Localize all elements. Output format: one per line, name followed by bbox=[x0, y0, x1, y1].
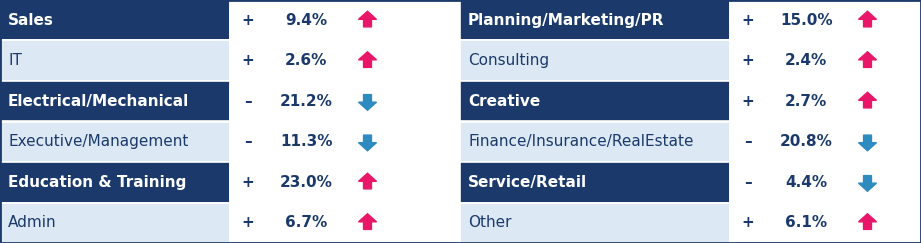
Bar bbox=[730, 202, 895, 243]
Polygon shape bbox=[358, 135, 377, 151]
Bar bbox=[0, 81, 230, 122]
Text: 4.4%: 4.4% bbox=[786, 175, 827, 190]
Bar bbox=[230, 0, 395, 41]
Polygon shape bbox=[358, 214, 377, 229]
Bar bbox=[230, 162, 395, 202]
Text: +: + bbox=[741, 94, 754, 109]
Text: Finance/Insurance/RealEstate: Finance/Insurance/RealEstate bbox=[468, 134, 694, 149]
Bar bbox=[460, 202, 730, 243]
Bar bbox=[230, 202, 395, 243]
Bar bbox=[0, 41, 230, 81]
Bar bbox=[460, 162, 730, 202]
Polygon shape bbox=[858, 92, 877, 108]
Text: +: + bbox=[741, 215, 754, 230]
Bar bbox=[730, 122, 895, 162]
Text: Creative: Creative bbox=[468, 94, 541, 109]
Text: –: – bbox=[743, 175, 752, 190]
Bar bbox=[460, 41, 730, 81]
Text: Education & Training: Education & Training bbox=[8, 175, 186, 190]
Bar bbox=[0, 162, 230, 202]
Text: +: + bbox=[241, 175, 254, 190]
Bar bbox=[460, 0, 730, 41]
Text: 2.4%: 2.4% bbox=[785, 53, 827, 68]
Text: Consulting: Consulting bbox=[468, 53, 549, 68]
Bar bbox=[230, 122, 395, 162]
Text: +: + bbox=[741, 13, 754, 28]
Text: 11.3%: 11.3% bbox=[280, 134, 332, 149]
Polygon shape bbox=[858, 176, 877, 191]
Polygon shape bbox=[358, 52, 377, 67]
Text: Sales: Sales bbox=[8, 13, 53, 28]
Text: 23.0%: 23.0% bbox=[280, 175, 332, 190]
Text: IT: IT bbox=[8, 53, 22, 68]
Polygon shape bbox=[858, 214, 877, 229]
Polygon shape bbox=[358, 173, 377, 189]
Text: Electrical/Mechanical: Electrical/Mechanical bbox=[8, 94, 189, 109]
Bar bbox=[0, 0, 230, 41]
Bar bbox=[0, 202, 230, 243]
Polygon shape bbox=[858, 135, 877, 151]
Bar bbox=[0, 122, 230, 162]
Text: Admin: Admin bbox=[8, 215, 56, 230]
Text: Service/Retail: Service/Retail bbox=[468, 175, 587, 190]
Text: +: + bbox=[741, 53, 754, 68]
Text: 6.7%: 6.7% bbox=[286, 215, 327, 230]
Bar bbox=[460, 81, 730, 122]
Text: –: – bbox=[244, 134, 251, 149]
Bar bbox=[460, 122, 730, 162]
Bar bbox=[730, 41, 895, 81]
Bar bbox=[730, 0, 895, 41]
Polygon shape bbox=[858, 52, 877, 67]
Text: Planning/Marketing/PR: Planning/Marketing/PR bbox=[468, 13, 664, 28]
Text: 2.6%: 2.6% bbox=[286, 53, 328, 68]
Text: +: + bbox=[241, 215, 254, 230]
Polygon shape bbox=[358, 11, 377, 27]
Text: –: – bbox=[743, 134, 752, 149]
Text: Executive/Management: Executive/Management bbox=[8, 134, 189, 149]
Bar bbox=[730, 162, 895, 202]
Text: 21.2%: 21.2% bbox=[280, 94, 332, 109]
Text: –: – bbox=[244, 94, 251, 109]
Text: 20.8%: 20.8% bbox=[780, 134, 833, 149]
Bar bbox=[230, 81, 395, 122]
Text: 9.4%: 9.4% bbox=[286, 13, 327, 28]
Text: 2.7%: 2.7% bbox=[785, 94, 827, 109]
Polygon shape bbox=[858, 11, 877, 27]
Bar bbox=[730, 81, 895, 122]
Text: +: + bbox=[241, 53, 254, 68]
Polygon shape bbox=[358, 95, 377, 110]
Text: +: + bbox=[241, 13, 254, 28]
Text: 6.1%: 6.1% bbox=[786, 215, 827, 230]
Text: Other: Other bbox=[468, 215, 511, 230]
Text: 15.0%: 15.0% bbox=[780, 13, 833, 28]
Bar bbox=[230, 41, 395, 81]
